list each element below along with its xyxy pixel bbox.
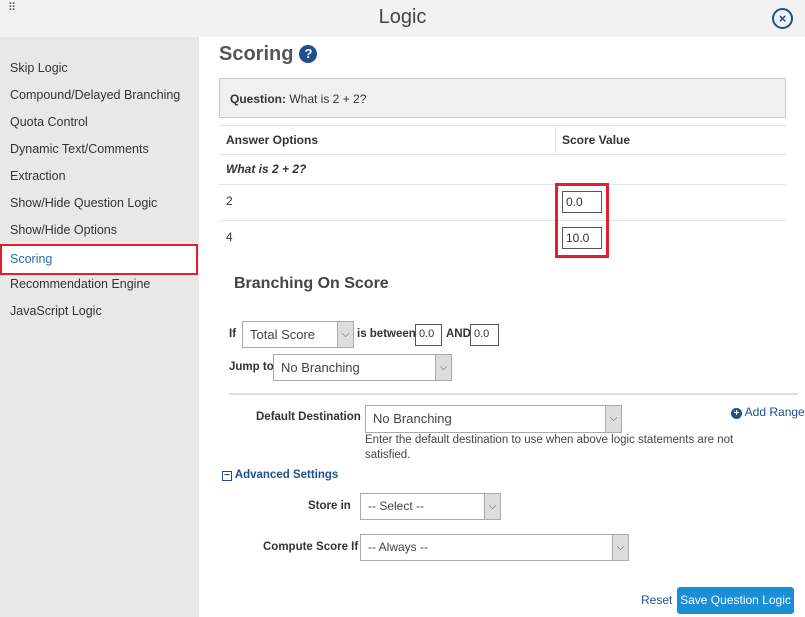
- default-destination-label: Default Destination: [256, 411, 361, 423]
- score-input[interactable]: 0.0: [562, 191, 602, 213]
- score-type-select[interactable]: Total Score ⌵: [242, 321, 354, 348]
- compute-score-if-value: -- Always --: [368, 540, 428, 554]
- table-group-row: What is 2 + 2?: [219, 155, 786, 185]
- answer-option: 4: [226, 230, 233, 244]
- save-question-logic-button[interactable]: Save Question Logic: [677, 587, 794, 614]
- sidebar-item-scoring[interactable]: Scoring: [0, 244, 198, 275]
- col-answer-options: Answer Options: [226, 133, 319, 147]
- add-range-text: Add Range: [744, 405, 805, 419]
- table-header: Answer Options Score Value: [219, 125, 786, 155]
- table-row: 2 0.0: [219, 185, 786, 221]
- sidebar-item-compound-branching[interactable]: Compound/Delayed Branching: [10, 88, 181, 102]
- sidebar-item-dynamic-text[interactable]: Dynamic Text/Comments: [10, 142, 149, 156]
- sidebar-item-quota-control[interactable]: Quota Control: [10, 115, 88, 129]
- col-score-value: Score Value: [562, 133, 631, 147]
- advanced-settings-label: Advanced Settings: [234, 469, 339, 481]
- sidebar: Skip Logic Compound/Delayed Branching Qu…: [0, 37, 199, 617]
- sidebar-item-javascript-logic[interactable]: JavaScript Logic: [10, 304, 102, 318]
- dialog-header: [0, 0, 805, 37]
- question-text: What is 2 + 2?: [289, 92, 367, 106]
- page-title: Scoring?: [219, 43, 318, 66]
- range-from-input[interactable]: 0.0: [415, 324, 442, 346]
- store-in-value: -- Select --: [368, 499, 425, 513]
- compute-score-if-select[interactable]: -- Always -- ⌵: [360, 534, 629, 561]
- question-box: Question: What is 2 + 2?: [219, 78, 786, 118]
- jump-to-select[interactable]: No Branching ⌵: [273, 354, 452, 381]
- store-in-label: Store in: [308, 500, 351, 512]
- group-label: What is 2 + 2?: [226, 162, 307, 176]
- close-icon[interactable]: ×: [772, 8, 793, 29]
- chevron-down-icon: ⌵: [605, 406, 621, 432]
- collapse-icon: −: [222, 471, 232, 481]
- plus-circle-icon: +: [731, 408, 742, 419]
- chevron-down-icon: ⌵: [612, 535, 628, 560]
- question-label: Question:: [230, 92, 286, 106]
- between-label: is between: [357, 328, 416, 340]
- range-to-input[interactable]: 0.0: [470, 324, 499, 346]
- reset-link[interactable]: Reset: [641, 593, 673, 607]
- compute-score-if-label: Compute Score If: [263, 541, 359, 553]
- drag-grip-icon[interactable]: ⠿: [8, 2, 18, 14]
- chevron-down-icon: ⌵: [337, 322, 353, 347]
- sidebar-item-show-hide-options[interactable]: Show/Hide Options: [10, 223, 118, 237]
- answer-option: 2: [226, 194, 233, 208]
- jump-to-label: Jump to: [229, 361, 274, 373]
- chevron-down-icon: ⌵: [484, 494, 500, 519]
- help-icon[interactable]: ?: [299, 45, 318, 63]
- advanced-settings-toggle[interactable]: − Advanced Settings: [222, 469, 338, 481]
- default-destination-select[interactable]: No Branching ⌵: [365, 405, 622, 433]
- branching-title: Branching On Score: [234, 275, 389, 292]
- if-label: If: [229, 328, 237, 340]
- default-destination-value: No Branching: [373, 411, 452, 426]
- dialog-title: Logic: [378, 6, 427, 28]
- chevron-down-icon: ⌵: [435, 355, 451, 380]
- and-label: AND: [446, 328, 471, 340]
- store-in-select[interactable]: -- Select -- ⌵: [360, 493, 501, 520]
- highlight-box: [555, 183, 609, 258]
- table-row: 4 10.0: [219, 221, 786, 257]
- sidebar-item-skip-logic[interactable]: Skip Logic: [10, 61, 68, 75]
- sidebar-item-extraction[interactable]: Extraction: [10, 169, 66, 183]
- sidebar-item-recommendation-engine[interactable]: Recommendation Engine: [10, 277, 151, 291]
- divider: [229, 393, 798, 395]
- score-input[interactable]: 10.0: [562, 227, 602, 249]
- score-type-value: Total Score: [250, 327, 316, 342]
- default-destination-help: Enter the default destination to use whe…: [365, 434, 734, 461]
- sidebar-item-show-hide-question[interactable]: Show/Hide Question Logic: [10, 196, 158, 210]
- page-title-text: Scoring: [219, 43, 294, 65]
- add-range-link[interactable]: + Add Range: [731, 405, 805, 419]
- jump-to-value: No Branching: [281, 360, 360, 375]
